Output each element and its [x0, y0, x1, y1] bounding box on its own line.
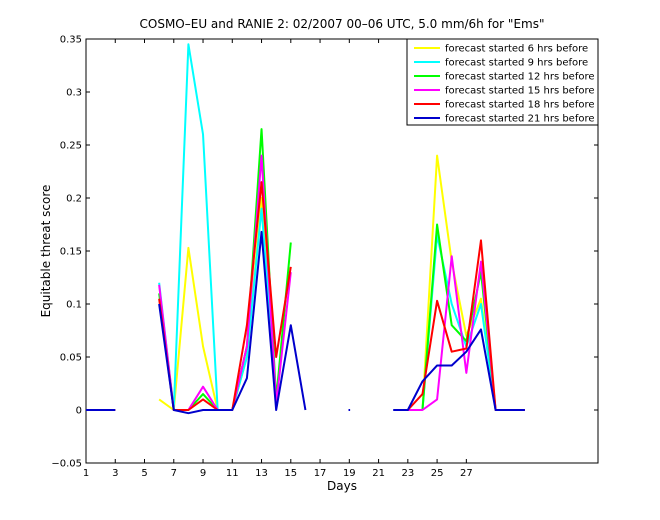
- y-tick-label: 0.2: [66, 194, 82, 205]
- x-tick-label: 1: [83, 468, 89, 479]
- x-tick-label: 5: [141, 468, 147, 479]
- x-tick-label: 27: [460, 468, 473, 479]
- legend-label: forecast started 18 hrs before: [445, 100, 595, 111]
- y-tick-label: 0.3: [66, 88, 82, 99]
- legend-label: forecast started 15 hrs before: [445, 86, 595, 97]
- y-tick-label: 0.05: [60, 353, 82, 364]
- y-tick-label: 0: [76, 406, 82, 417]
- y-tick-label: 0.15: [60, 247, 82, 258]
- legend: forecast started 6 hrs before forecast st…: [406, 38, 599, 126]
- legend-label: forecast started 6 hrs before: [445, 44, 588, 55]
- x-tick-label: 19: [343, 468, 356, 479]
- legend-label: forecast started 9 hrs before: [445, 58, 588, 69]
- y-tick-label: 0.1: [66, 300, 82, 311]
- x-tick-label: 9: [200, 468, 206, 479]
- series-6: [86, 230, 525, 415]
- x-tick-label: 21: [372, 468, 385, 479]
- x-tick-label: 23: [401, 468, 414, 479]
- y-tick-label: 0.35: [60, 35, 82, 46]
- legend-label: forecast started 12 hrs before: [445, 72, 595, 83]
- legend-box: [406, 38, 599, 126]
- x-tick-label: 17: [314, 468, 327, 479]
- x-tick-label: 13: [255, 468, 268, 479]
- series-line: [158, 230, 307, 415]
- series-layer: [86, 43, 525, 415]
- axis-ticks: 1 3 5 7 9 11 13 15 17 19 21 23 25 27−0.0500.050.10.15…: [51, 35, 598, 479]
- y-tick-label: 0.25: [60, 141, 82, 152]
- legend-label: forecast started 21 hrs before: [445, 114, 595, 125]
- y-axis-label: Equitable threat score: [39, 185, 53, 318]
- x-tick-label: 3: [112, 468, 118, 479]
- x-tick-label: 25: [431, 468, 444, 479]
- series-line: [393, 328, 525, 411]
- x-tick-label: 15: [284, 468, 297, 479]
- x-axis-label: Days: [327, 479, 357, 493]
- y-tick-label: −0.05: [51, 459, 82, 470]
- x-tick-label: 7: [171, 468, 177, 479]
- chart-title: COSMO–EU and RANIE 2: 02/2007 00–06 UTC,…: [140, 17, 545, 31]
- x-tick-label: 11: [226, 468, 239, 479]
